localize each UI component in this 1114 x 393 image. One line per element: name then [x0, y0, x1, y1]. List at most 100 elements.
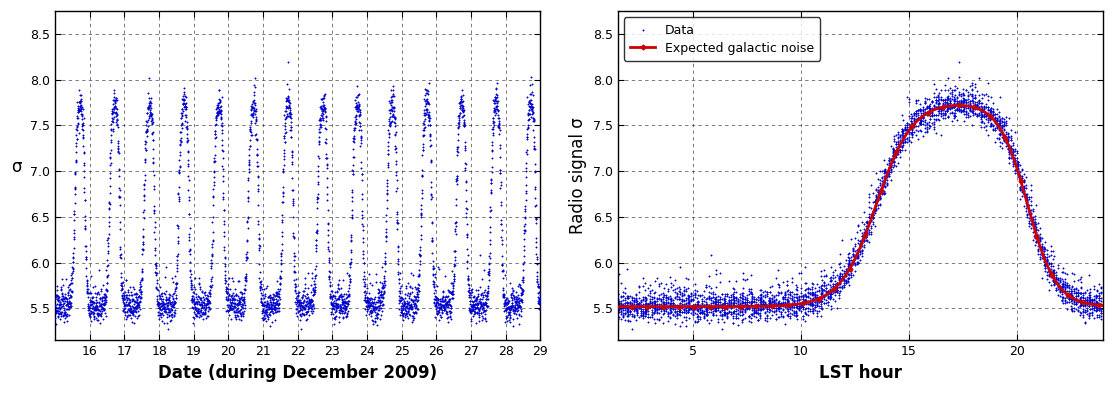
Data [929, 105, 947, 111]
Data [837, 279, 854, 285]
Point [293, 294, 311, 301]
Data [886, 155, 903, 162]
Point [213, 142, 231, 149]
Point [481, 229, 499, 235]
Point [514, 286, 531, 292]
Point [287, 275, 305, 282]
Data [765, 301, 783, 307]
Data [1051, 286, 1068, 292]
Point [392, 294, 410, 300]
Point [339, 300, 356, 306]
Point [145, 185, 163, 192]
Point [518, 134, 536, 140]
Data [774, 307, 792, 313]
Point [102, 127, 120, 134]
Point [304, 307, 322, 314]
Data [648, 275, 666, 281]
Data [696, 296, 714, 302]
Point [285, 250, 303, 256]
Data [1003, 146, 1020, 152]
Point [232, 294, 250, 300]
Data [1059, 283, 1077, 290]
Point [422, 159, 440, 165]
Data [868, 196, 886, 202]
Point [173, 129, 190, 135]
Point [82, 300, 100, 307]
Data [954, 100, 971, 107]
Point [377, 238, 394, 244]
Point [438, 300, 456, 307]
Point [390, 256, 408, 262]
Point [117, 292, 135, 298]
Point [229, 298, 247, 304]
Data [965, 105, 983, 112]
Point [325, 303, 343, 309]
Point [121, 312, 139, 318]
Data [645, 310, 663, 316]
Data [1058, 271, 1076, 277]
Data [882, 163, 900, 170]
Point [157, 264, 175, 270]
Point [527, 216, 545, 222]
Point [444, 276, 462, 283]
Data [740, 291, 758, 298]
Point [237, 256, 255, 263]
Data [627, 299, 645, 305]
Data [762, 300, 780, 307]
Point [479, 283, 497, 289]
Data [715, 307, 733, 313]
Data [625, 312, 643, 318]
Point [483, 124, 501, 130]
Point [88, 306, 106, 312]
Point [510, 304, 528, 310]
Data [598, 303, 616, 309]
Point [472, 310, 490, 316]
Point [63, 255, 81, 261]
Data [808, 302, 825, 309]
Data [668, 308, 686, 314]
Data [1083, 301, 1101, 307]
Point [198, 297, 216, 303]
Data [725, 297, 743, 303]
Data [594, 296, 612, 303]
Point [60, 304, 78, 310]
Point [57, 302, 75, 308]
Data [889, 141, 907, 147]
Data [819, 281, 837, 288]
Data [613, 305, 631, 312]
Point [379, 162, 397, 168]
Point [133, 288, 150, 294]
Data [715, 305, 733, 312]
Point [391, 298, 409, 305]
Data [841, 259, 859, 266]
Point [255, 299, 273, 305]
Data [765, 304, 783, 310]
Data [1085, 307, 1103, 314]
Point [311, 138, 329, 144]
Point [328, 301, 345, 307]
Point [153, 310, 170, 316]
Point [116, 302, 134, 309]
Point [243, 112, 261, 118]
Data [822, 290, 840, 297]
Data [1038, 276, 1056, 282]
Point [127, 291, 145, 297]
Point [496, 297, 514, 303]
Data [927, 94, 945, 100]
Data [584, 309, 602, 315]
Data [889, 147, 907, 154]
Data [859, 230, 877, 237]
Point [309, 196, 326, 202]
Data [596, 293, 614, 299]
Data [1073, 279, 1091, 285]
Point [233, 291, 251, 297]
Data [766, 275, 784, 281]
Point [521, 97, 539, 103]
Point [330, 296, 348, 303]
Point [285, 253, 303, 259]
Point [527, 216, 545, 222]
Data [1051, 285, 1068, 291]
Data [1013, 173, 1030, 179]
Data [860, 226, 878, 233]
Point [367, 271, 384, 277]
